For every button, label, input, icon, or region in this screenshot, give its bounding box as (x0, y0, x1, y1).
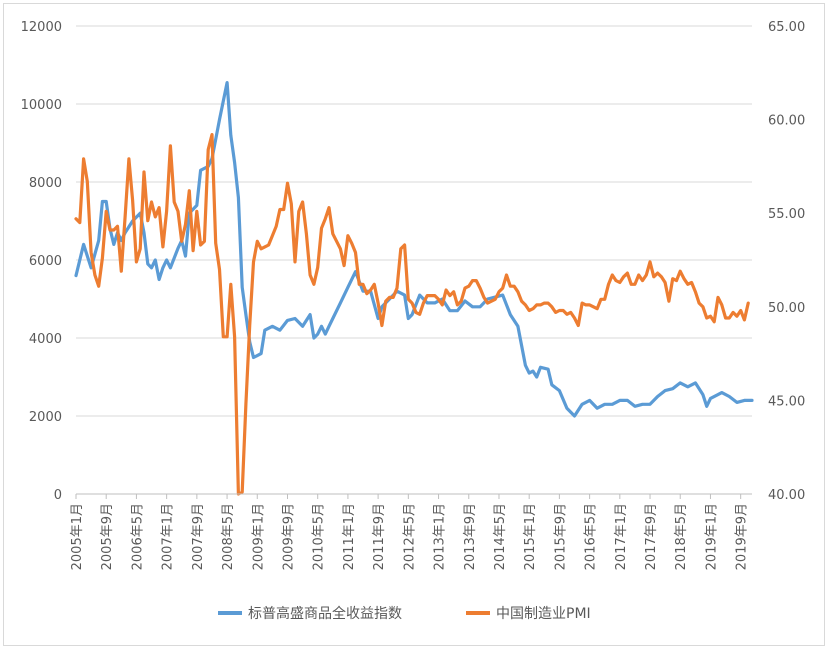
x-tick-label: 2007年1月 (161, 503, 176, 570)
y-right-tick-label: 55.00 (768, 207, 805, 222)
x-tick-label: 2012年5月 (402, 503, 417, 570)
legend: 标普高盛商品全收益指数 中国制造业PMI (218, 605, 591, 622)
y-left-tick-label: 10000 (21, 98, 62, 113)
x-tick-label: 2015年1月 (523, 503, 538, 570)
y-right-tick-label: 50.00 (768, 301, 805, 316)
y-right-tick-label: 45.00 (768, 394, 805, 409)
x-tick-label: 2019年9月 (735, 503, 750, 570)
x-tick-label: 2009年9月 (281, 503, 296, 570)
x-tick-label: 2014年5月 (493, 503, 508, 570)
x-tick-label: 2016年5月 (584, 503, 599, 570)
x-tick-label: 2010年5月 (312, 503, 327, 570)
y-left-tick-label: 8000 (29, 176, 62, 191)
x-tick-label: 2006年5月 (130, 503, 145, 570)
x-tick-label: 2011年9月 (372, 503, 387, 570)
legend-label-series-1: 标普高盛商品全收益指数 (248, 605, 402, 622)
y-left-tick-label: 6000 (29, 254, 62, 269)
y-left-tick-label: 2000 (29, 410, 62, 425)
x-tick-label: 2011年1月 (342, 503, 357, 570)
x-tick-label: 2013年9月 (463, 503, 478, 570)
legend-label-series-2: 中国制造业PMI (496, 606, 591, 622)
series-lines (74, 81, 754, 496)
x-tick-label: 2009年1月 (251, 503, 266, 570)
y-right-tick-label: 40.00 (768, 488, 805, 503)
axes: 0 2000 4000 6000 8000 10000 12000 40.00 45.00 50.… (21, 20, 806, 570)
x-tick-label: 2013年1月 (433, 503, 448, 570)
x-tick-label: 2005年1月 (70, 503, 85, 570)
x-tick-label: 2017年1月 (614, 503, 629, 570)
x-tick-label: 2019年1月 (704, 503, 719, 570)
x-tick-label: 2008年5月 (221, 503, 236, 570)
x-tick-label: 2005年9月 (100, 503, 115, 570)
y-right-tick-label: 65.00 (768, 20, 805, 35)
y-left-tick-label: 0 (54, 488, 62, 503)
x-tick-label: 2007年9月 (191, 503, 206, 570)
chart-frame (3, 3, 825, 646)
x-tick-label: 2015年9月 (553, 503, 568, 570)
gridlines (76, 25, 752, 417)
y-right-tick-label: 60.00 (768, 114, 805, 129)
series-line-2 (74, 133, 750, 496)
series-line-1 (74, 81, 754, 418)
y-left-tick-label: 4000 (29, 332, 62, 347)
x-tick-label: 2018年5月 (674, 503, 689, 570)
x-tick-label: 2017年9月 (644, 503, 659, 570)
y-left-tick-label: 12000 (21, 20, 62, 35)
